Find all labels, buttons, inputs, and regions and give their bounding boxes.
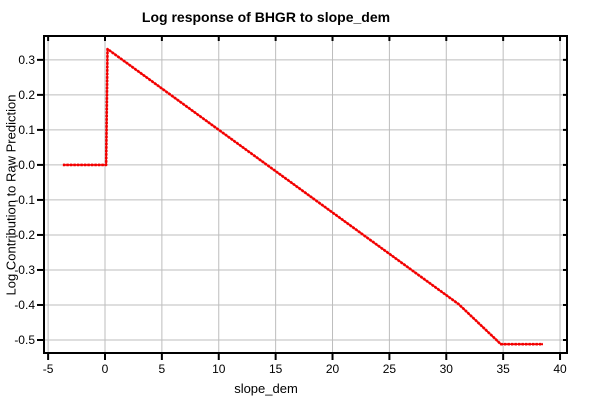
y-axis-label: Log Contribution to Raw Prediction bbox=[3, 94, 19, 296]
y-tick-label: -0.0 bbox=[14, 158, 35, 172]
x-tick-label: 0 bbox=[102, 362, 109, 376]
y-tick-label: -0.1 bbox=[14, 193, 35, 207]
y-tick-label: 0.2 bbox=[18, 88, 35, 102]
plot-border bbox=[43, 35, 568, 354]
x-tick-label: -5 bbox=[43, 362, 54, 376]
response-line bbox=[62, 47, 543, 346]
x-tick-label: 10 bbox=[212, 362, 226, 376]
x-tick-label: 15 bbox=[269, 362, 283, 376]
y-tick-label: -0.5 bbox=[14, 333, 35, 347]
x-tick-label: 40 bbox=[553, 362, 567, 376]
y-tick-label: -0.4 bbox=[14, 298, 35, 312]
x-tick-label: 35 bbox=[496, 362, 510, 376]
x-tick-label: 30 bbox=[440, 362, 454, 376]
x-tick-label: 25 bbox=[383, 362, 397, 376]
y-tick-label: 0.1 bbox=[18, 123, 35, 137]
response-line-base bbox=[62, 48, 543, 345]
chart-title: Log response of BHGR to slope_dem bbox=[141, 9, 391, 25]
y-tick-label: -0.3 bbox=[14, 263, 35, 277]
x-tick-label: 20 bbox=[326, 362, 340, 376]
y-tick-label: -0.2 bbox=[14, 228, 35, 242]
y-tick-label: 0.3 bbox=[18, 53, 35, 67]
x-tick-label: 5 bbox=[159, 362, 166, 376]
x-axis-label: slope_dem bbox=[234, 381, 298, 396]
